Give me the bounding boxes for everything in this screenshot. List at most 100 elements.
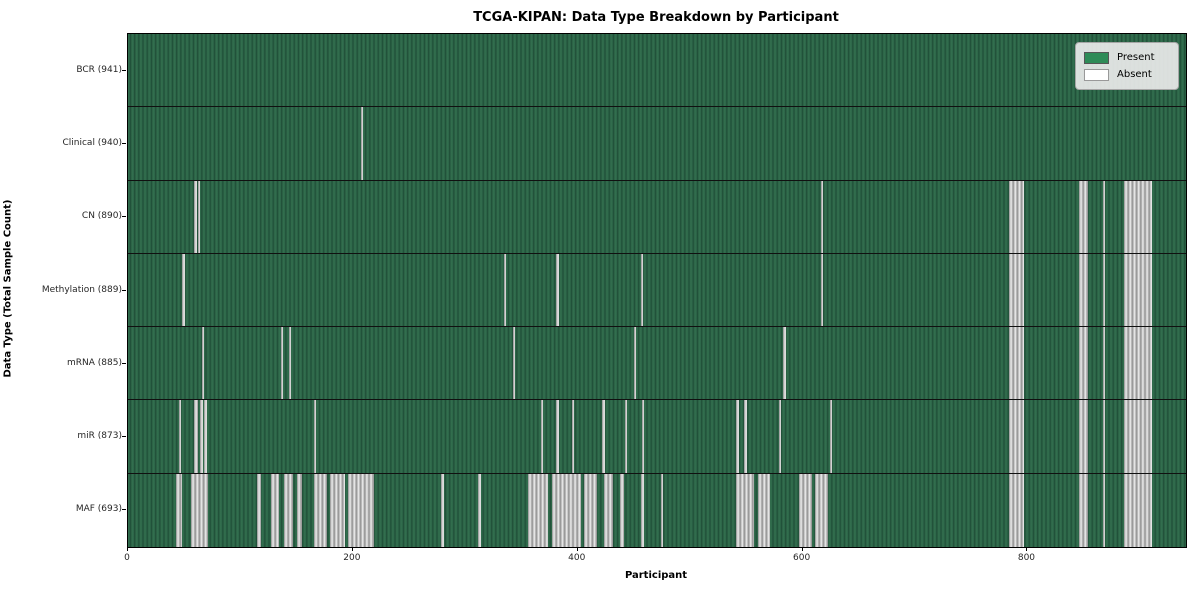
absent-segment xyxy=(660,473,664,547)
legend-label-absent: Absent xyxy=(1117,69,1152,80)
heatmap-row-mrna xyxy=(128,327,1186,401)
absent-segment xyxy=(1102,327,1106,400)
absent-segment xyxy=(440,473,444,547)
absent-segment xyxy=(178,400,181,473)
absent-segment xyxy=(313,400,316,473)
x-tick-mark xyxy=(352,547,353,551)
absent-segment xyxy=(1009,400,1025,473)
y-tick-label-mir: miR (873) xyxy=(77,431,122,442)
x-tick-mark xyxy=(1026,547,1027,551)
absent-segment xyxy=(360,107,363,180)
absent-segment xyxy=(829,400,832,473)
x-axis-label: Participant xyxy=(624,570,688,581)
absent-segment xyxy=(280,327,284,400)
absent-segment xyxy=(197,180,200,253)
absent-segment xyxy=(1009,253,1025,327)
absent-segment xyxy=(1124,327,1153,400)
x-tick-label: 200 xyxy=(343,553,361,563)
absent-segment xyxy=(1079,327,1089,400)
absent-segment xyxy=(257,473,261,547)
absent-segment xyxy=(1102,400,1106,473)
absent-segment xyxy=(313,473,327,547)
heatmap-row-cn xyxy=(128,180,1186,254)
absent-segment xyxy=(194,400,198,473)
absent-segment xyxy=(572,400,575,473)
heatmap-row-clinical xyxy=(128,107,1186,181)
x-tick-label: 800 xyxy=(1017,553,1036,563)
absent-segment xyxy=(296,473,303,547)
absent-segment xyxy=(778,400,782,473)
legend-entry-absent: Absent xyxy=(1084,66,1170,83)
absent-segment xyxy=(540,400,543,473)
absent-segment xyxy=(1009,180,1025,253)
absent-segment xyxy=(783,327,786,400)
absent-segment xyxy=(202,327,205,400)
x-tick-label: 400 xyxy=(568,553,586,563)
absent-segment xyxy=(736,400,739,473)
y-tick-label-mrna: mRNA (885) xyxy=(67,357,122,368)
absent-segment xyxy=(603,473,613,547)
y-tick-mark xyxy=(122,436,126,437)
absent-segment xyxy=(1009,327,1025,400)
y-tick-label-cn: CN (890) xyxy=(81,211,122,222)
absent-segment xyxy=(744,400,748,473)
absent-segment xyxy=(181,253,186,327)
heatmap-row-maf xyxy=(128,473,1186,547)
absent-segment xyxy=(1124,400,1153,473)
legend-swatch-absent xyxy=(1084,68,1109,81)
absent-segment xyxy=(288,327,291,400)
absent-segment xyxy=(1079,253,1089,327)
absent-segment xyxy=(624,400,628,473)
absent-segment xyxy=(1079,400,1089,473)
chart-title: TCGA-KIPAN: Data Type Breakdown by Parti… xyxy=(473,10,839,25)
y-tick-mark xyxy=(122,509,126,510)
absent-segment xyxy=(477,473,482,547)
absent-segment xyxy=(1009,473,1025,547)
absent-segment xyxy=(1124,253,1153,327)
absent-segment xyxy=(1124,180,1153,253)
absent-segment xyxy=(204,400,207,473)
plot-area: Present Absent xyxy=(127,33,1187,548)
absent-segment xyxy=(1102,253,1106,327)
absent-segment xyxy=(820,180,823,253)
y-tick-mark xyxy=(122,290,126,291)
absent-segment xyxy=(1079,180,1089,253)
legend-label-present: Present xyxy=(1117,52,1155,63)
absent-segment xyxy=(528,473,549,547)
absent-segment xyxy=(620,473,624,547)
absent-segment xyxy=(1124,473,1153,547)
heatmap-row-methylation xyxy=(128,253,1186,328)
absent-segment xyxy=(176,473,182,547)
legend-entry-present: Present xyxy=(1084,49,1170,66)
legend-swatch-present xyxy=(1084,51,1109,64)
y-tick-mark xyxy=(122,70,126,71)
y-tick-label-bcr: BCR (941) xyxy=(76,64,122,75)
absent-segment xyxy=(820,253,823,327)
absent-segment xyxy=(556,253,559,327)
absent-segment xyxy=(757,473,770,547)
absent-segment xyxy=(640,473,645,547)
x-tick-mark xyxy=(802,547,803,551)
absent-segment xyxy=(270,473,279,547)
y-tick-label-methylation: Methylation (889) xyxy=(41,284,122,295)
absent-segment xyxy=(348,473,375,547)
legend: Present Absent xyxy=(1075,42,1179,90)
absent-segment xyxy=(799,473,812,547)
absent-segment xyxy=(512,327,515,400)
absent-segment xyxy=(640,253,643,327)
absent-segment xyxy=(284,473,294,547)
absent-segment xyxy=(1102,180,1106,253)
absent-segment xyxy=(551,473,582,547)
y-tick-mark xyxy=(122,363,126,364)
y-tick-mark xyxy=(122,216,126,217)
x-tick-mark xyxy=(127,547,128,551)
y-tick-mark xyxy=(122,143,126,144)
heatmap-row-mir xyxy=(128,400,1186,474)
absent-segment xyxy=(736,473,755,547)
heatmap-row-bcr xyxy=(128,34,1186,108)
absent-segment xyxy=(330,473,345,547)
x-tick-mark xyxy=(577,547,578,551)
absent-segment xyxy=(199,400,204,473)
x-tick-label: 0 xyxy=(124,553,130,563)
